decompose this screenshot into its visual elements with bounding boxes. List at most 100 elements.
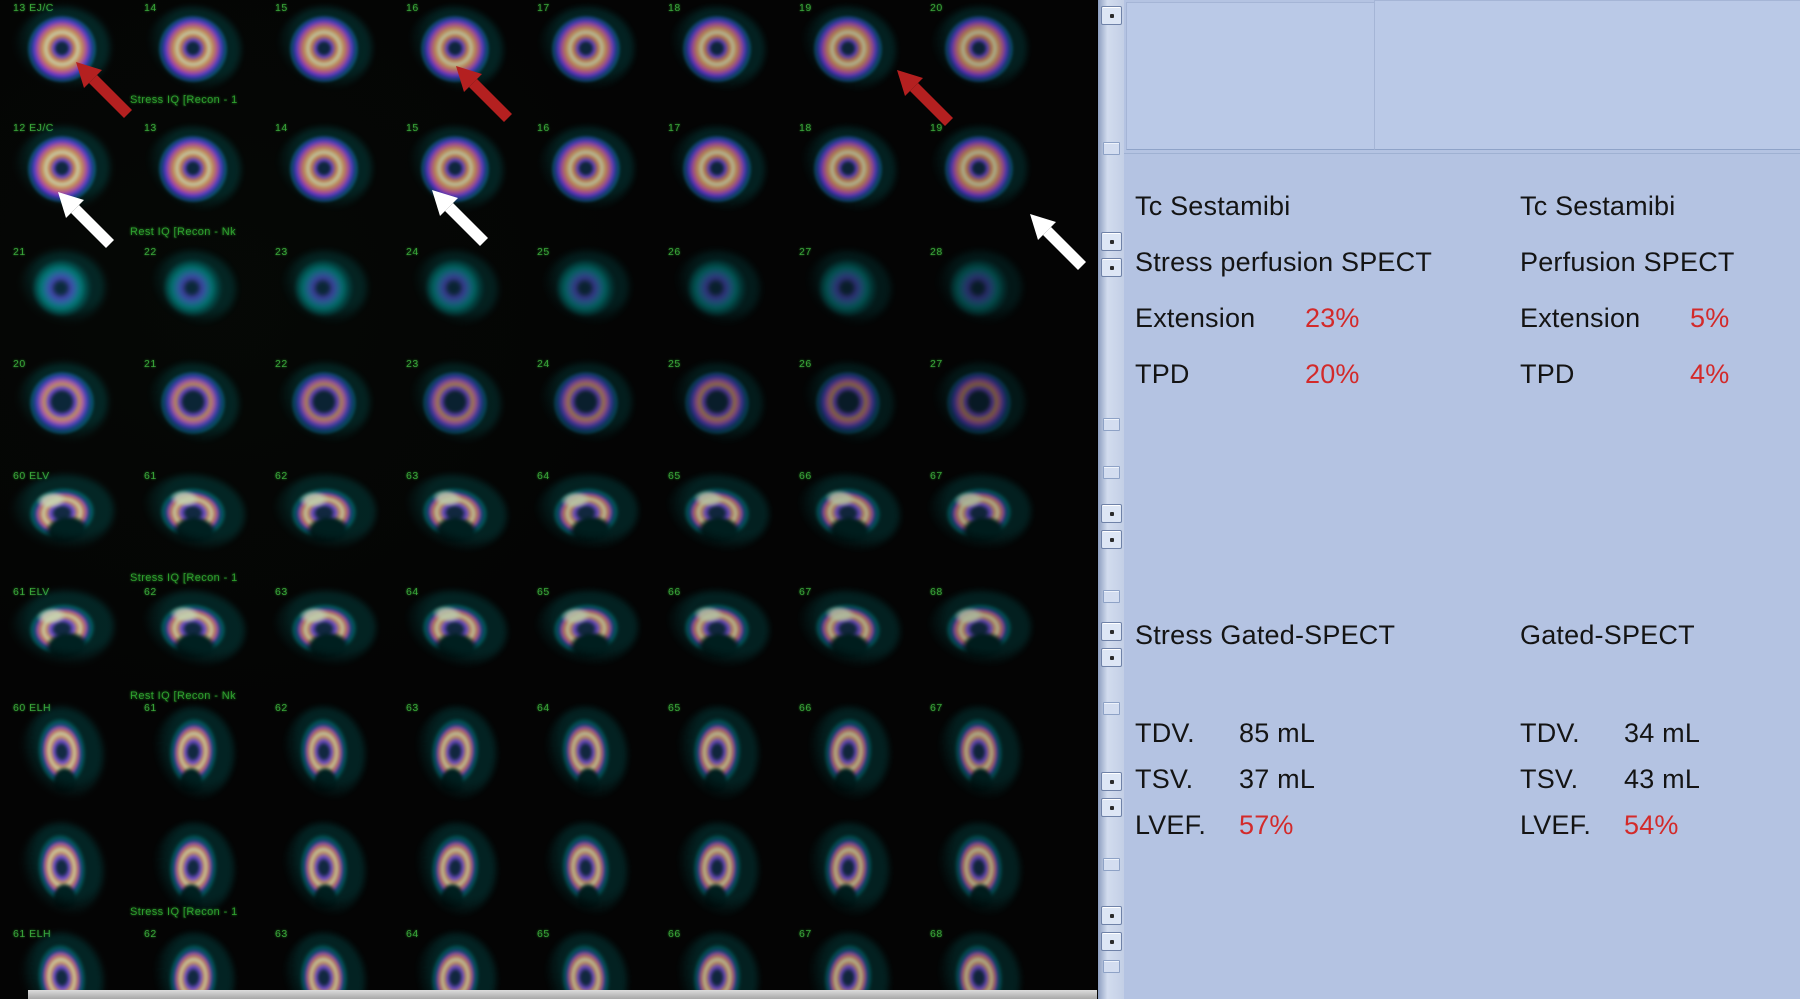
spect-slice-image[interactable] <box>419 368 491 438</box>
splitter-handle-button[interactable] <box>1101 504 1122 523</box>
slice-number: 63 <box>275 928 288 940</box>
slice-number: 61 <box>144 470 157 482</box>
spect-slice-image[interactable] <box>807 480 889 546</box>
spect-slice-image[interactable] <box>295 830 353 910</box>
spect-slice-image[interactable] <box>153 597 233 661</box>
splitter-notch <box>1103 702 1120 715</box>
spect-slice-image[interactable] <box>681 14 753 84</box>
spect-slice-image[interactable] <box>30 257 94 319</box>
splitter-handle-button[interactable] <box>1101 530 1122 549</box>
rest-tpd-value: 4% <box>1690 358 1730 389</box>
spect-slice-image[interactable] <box>807 596 889 662</box>
splitter-handle-button[interactable] <box>1101 648 1122 667</box>
spect-slice-image[interactable] <box>813 369 883 437</box>
splitter-handle-button[interactable] <box>1101 258 1122 277</box>
rest-tdv-row: TDV. 34 mL <box>1520 710 1700 756</box>
spect-slice-image[interactable] <box>21 596 103 662</box>
spect-slice-image[interactable] <box>677 482 757 544</box>
spect-slice-image[interactable] <box>686 258 748 318</box>
slice-number: 64 <box>406 586 419 598</box>
slice-number: 21 <box>13 246 26 258</box>
spect-slice-image[interactable] <box>545 480 627 546</box>
spect-slice-image[interactable] <box>811 133 885 205</box>
splitter-handle-button[interactable] <box>1101 932 1122 951</box>
spect-slice-image[interactable] <box>683 370 751 436</box>
spect-slice-image[interactable] <box>423 257 487 319</box>
stress-tpd-row: TPD 20% <box>1135 346 1432 402</box>
viewer-bottom-scrollbar[interactable] <box>28 990 1097 999</box>
spect-slice-image[interactable] <box>162 258 224 318</box>
slice-number: 67 <box>930 702 943 714</box>
spect-slice-image[interactable] <box>414 596 496 662</box>
rest-extension-value: 5% <box>1690 302 1730 333</box>
slice-number: 26 <box>668 246 681 258</box>
spect-slice-image[interactable] <box>158 369 228 437</box>
spect-slice-image[interactable] <box>545 596 627 662</box>
stress-extension-value: 23% <box>1305 302 1360 333</box>
spect-slice-image[interactable] <box>688 714 746 794</box>
splitter-handle-button[interactable] <box>1101 622 1122 641</box>
spect-slice-image[interactable] <box>549 133 623 205</box>
spect-slice-image[interactable] <box>817 829 879 911</box>
spect-slice-image[interactable] <box>948 258 1010 318</box>
spect-slice-image[interactable] <box>949 830 1009 910</box>
spect-slice-image[interactable] <box>290 370 358 436</box>
spect-slice-image[interactable] <box>163 830 223 910</box>
spect-slice-image[interactable] <box>549 13 623 85</box>
slice-number: 24 <box>537 358 550 370</box>
spect-slice-image[interactable] <box>156 133 230 205</box>
spacer <box>1135 658 1395 710</box>
rest-extension-label: Extension <box>1520 302 1641 333</box>
slice-number: 67 <box>930 470 943 482</box>
slice-number: 63 <box>406 470 419 482</box>
spect-slice-image[interactable] <box>939 481 1019 545</box>
spect-slice-image[interactable] <box>288 14 360 84</box>
spect-slice-image[interactable] <box>944 369 1014 437</box>
spect-slice-image[interactable] <box>163 714 223 794</box>
spect-slice-image[interactable] <box>21 480 103 546</box>
spect-slice-image[interactable] <box>26 368 98 438</box>
stress-tdv-label: TDV. <box>1135 717 1195 748</box>
slice-number: 17 <box>537 2 550 14</box>
spect-slice-image[interactable] <box>555 829 617 911</box>
spect-slice-image[interactable] <box>688 830 746 910</box>
stress-tdv-value: 85 mL <box>1239 717 1316 748</box>
splitter-handle-button[interactable] <box>1101 232 1122 251</box>
spect-slice-image[interactable] <box>288 134 360 204</box>
spect-slice-image[interactable] <box>414 480 496 546</box>
spect-slice-image[interactable] <box>156 13 230 85</box>
spect-slice-image[interactable] <box>284 598 364 660</box>
spect-slice-image[interactable] <box>681 134 753 204</box>
slice-number: 19 <box>930 122 943 134</box>
spect-slice-image[interactable] <box>816 257 880 319</box>
slice-number: 27 <box>930 358 943 370</box>
spect-slice-image[interactable] <box>555 713 617 795</box>
red-arrow-annotation <box>893 66 957 130</box>
spect-slice-image[interactable] <box>942 133 1016 205</box>
spect-slice-image[interactable] <box>424 829 486 911</box>
spect-slice-image[interactable] <box>554 257 618 319</box>
spect-slice-image[interactable] <box>424 713 486 795</box>
spect-slice-image[interactable] <box>551 369 621 437</box>
splitter-handle-button[interactable] <box>1101 6 1122 25</box>
spect-slice-image[interactable] <box>817 713 879 795</box>
spect-slice-image[interactable] <box>949 714 1009 794</box>
stress-tsv-row: TSV. 37 mL <box>1135 756 1395 802</box>
spect-slice-image[interactable] <box>677 598 757 660</box>
spect-slice-image[interactable] <box>811 13 885 85</box>
spect-slice-image[interactable] <box>31 829 93 911</box>
slice-number: 15 <box>275 2 288 14</box>
viewport-splitter-strip[interactable] <box>1097 0 1125 999</box>
splitter-handle-button[interactable] <box>1101 772 1122 791</box>
spect-slice-image[interactable] <box>293 258 355 318</box>
spect-slice-image[interactable] <box>939 597 1019 661</box>
spect-slice-image[interactable] <box>284 482 364 544</box>
spect-slice-image[interactable] <box>295 714 353 794</box>
spect-slice-image[interactable] <box>31 713 93 795</box>
slice-number: 22 <box>275 358 288 370</box>
splitter-handle-button[interactable] <box>1101 906 1122 925</box>
spect-slice-image[interactable] <box>153 481 233 545</box>
splitter-handle-button[interactable] <box>1101 798 1122 817</box>
slice-number: 64 <box>406 928 419 940</box>
slice-number: 18 <box>799 122 812 134</box>
